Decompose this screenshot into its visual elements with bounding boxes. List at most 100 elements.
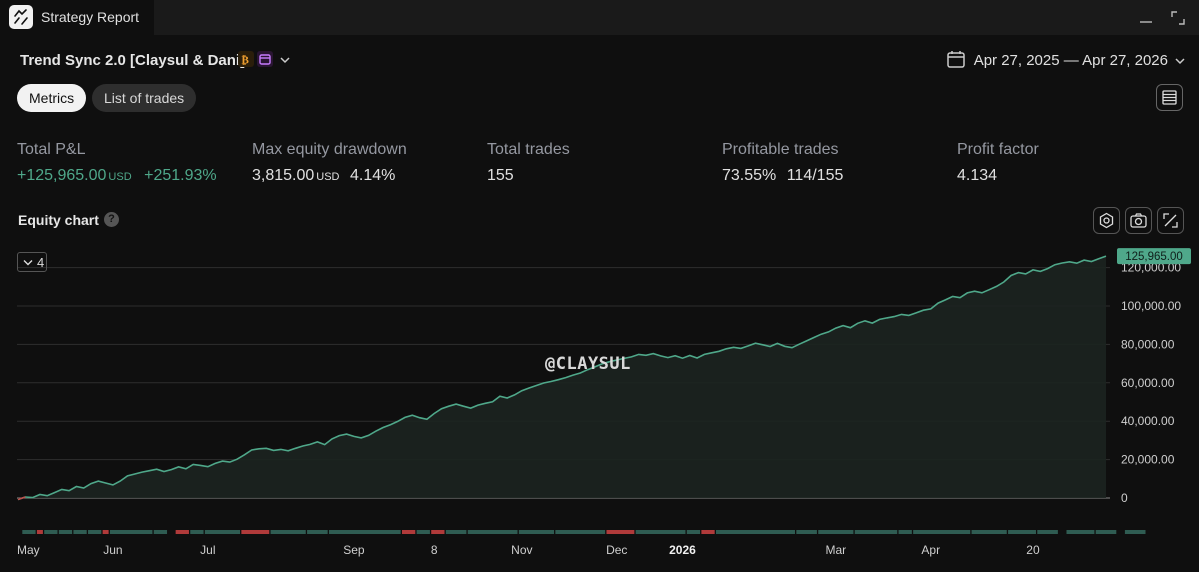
trade-bar-win [854,530,898,534]
metric-value: 3,815.00 [252,167,315,184]
collapse-button[interactable]: 4 [17,252,47,272]
x-axis-tick-label: Nov [511,543,532,557]
date-dropdown-icon[interactable] [1174,54,1186,72]
equity-chart-title: Equity chart [18,212,99,228]
trade-bar-win [555,530,606,534]
trade-bar-win [190,530,204,534]
tab-metrics[interactable]: Metrics [17,84,87,112]
fullscreen-icon[interactable] [1157,207,1184,234]
trade-bar-win [307,530,328,534]
date-range[interactable]: Apr 27, 2025 — Apr 27, 2026 [973,52,1168,69]
trade-bar-loss [36,530,43,534]
trade-bar-win [1095,530,1117,534]
strategy-dropdown-icon[interactable] [279,53,291,71]
x-axis-tick-label: Sep [343,543,365,557]
trade-bar-loss [102,530,109,534]
y-axis-tick-label: 80,000.00 [1121,337,1175,351]
trade-bar-win [22,530,36,534]
trade-bar-win [445,530,467,534]
equity-chart[interactable]: 120,000.00 100,000.00 80,000.00 60,000.00 40… [0,240,1199,572]
equity-area [18,256,1106,500]
y-axis-tick-label: 20,000.00 [1121,453,1175,467]
metric-profitable-trades: Profitable trades 73.55% 114/155 [722,141,843,185]
collapse-count: 4 [37,255,45,270]
metric-total-trades: Total trades 155 [487,141,570,185]
x-axis-tick-label: Jul [200,543,215,557]
x-axis-tick-label: Mar [825,543,846,557]
trade-bar-win [204,530,241,534]
trade-bar-win [635,530,686,534]
x-axis-tick-label: Dec [606,543,627,557]
report-header: Trend Sync 2.0 [Claysul & Dani] ₿ Apr 27… [0,35,1199,85]
chevron-down-icon [23,260,33,266]
x-axis-tick-label: May [17,543,40,557]
equity-chart-svg: 120,000.00100,000.0080,000.0060,000.0040… [17,248,1191,557]
menu-icon[interactable] [1156,84,1183,111]
metric-value: +125,965.00 [17,167,107,184]
trade-bar-win [1037,530,1058,534]
trade-bar-win [416,530,430,534]
metric-profit-factor: Profit factor 4.134 [957,141,1039,185]
x-axis-tick-label: Apr [921,543,940,557]
settings-icon[interactable] [1093,207,1120,234]
metric-percent: +251.93% [144,167,217,184]
equity-line [17,255,1107,501]
trade-bar-loss [606,530,635,534]
camera-icon[interactable] [1125,207,1152,234]
metric-value: 4.134 [957,167,998,184]
trade-bar-loss [175,530,189,534]
trade-bar-win [153,530,168,534]
metric-unit: USD [108,171,132,183]
trade-bar-win [44,530,58,534]
metric-label: Profit factor [957,141,1039,158]
x-axis-tick-label: Jun [103,543,122,557]
metric-label: Profitable trades [722,141,839,158]
strategy-report-icon [9,5,33,29]
trade-bar-loss [241,530,270,534]
trade-bar-win [58,530,73,534]
trade-bar-win [1066,530,1095,534]
minimize-icon[interactable] [1137,9,1155,27]
metric-unit: USD [316,171,340,183]
metric-label: Total P&L [17,141,86,158]
metric-label: Total trades [487,141,570,158]
trade-bar-win [715,530,796,534]
trade-bar-win [88,530,102,534]
bitcoin-icon: ₿ [238,51,254,67]
window-tab[interactable]: Strategy Report [0,0,154,35]
trade-bar-win [328,530,401,534]
y-axis-tick-label: 100,000.00 [1121,299,1181,313]
calendar-badge-icon [257,51,273,67]
help-icon[interactable]: ? [104,212,119,227]
metric-label: Max equity drawdown [252,141,407,158]
equity-drawdown-segment [17,496,26,501]
trade-bar-loss [402,530,416,534]
x-axis-tick-label: 2026 [669,543,696,557]
trade-bar-win [73,530,87,534]
trade-bar-win [971,530,1007,534]
calendar-icon[interactable] [946,49,966,74]
trade-bar-win [270,530,306,534]
y-axis-tick-label: 40,000.00 [1121,414,1175,428]
metric-max-drawdown: Max equity drawdown 3,815.00 USD 4.14% [252,141,407,185]
tab-list-of-trades[interactable]: List of trades [92,84,197,112]
trade-bar-win [467,530,518,534]
trade-bar-win [1124,530,1146,534]
trade-bar-win [796,530,817,534]
metric-percent: 4.14% [349,167,396,184]
trade-bar-win [1008,530,1036,534]
metric-ratio: 114/155 [786,167,844,184]
trade-bar-win [898,530,912,534]
trade-bar-win [818,530,854,534]
expand-icon[interactable] [1169,9,1187,27]
strategy-name[interactable]: Trend Sync 2.0 [Claysul & Dani] [20,52,246,69]
window-titlebar: Strategy Report [0,0,1199,35]
y-axis-tick-label: 60,000.00 [1121,376,1175,390]
trade-bar-win [686,530,701,534]
metric-percent: 73.55% [722,167,777,184]
trade-bar-loss [701,530,715,534]
trade-bar-win [913,530,971,534]
last-value-badge [1117,248,1191,265]
metric-value: 155 [487,167,514,184]
trade-bar-win [518,530,555,534]
